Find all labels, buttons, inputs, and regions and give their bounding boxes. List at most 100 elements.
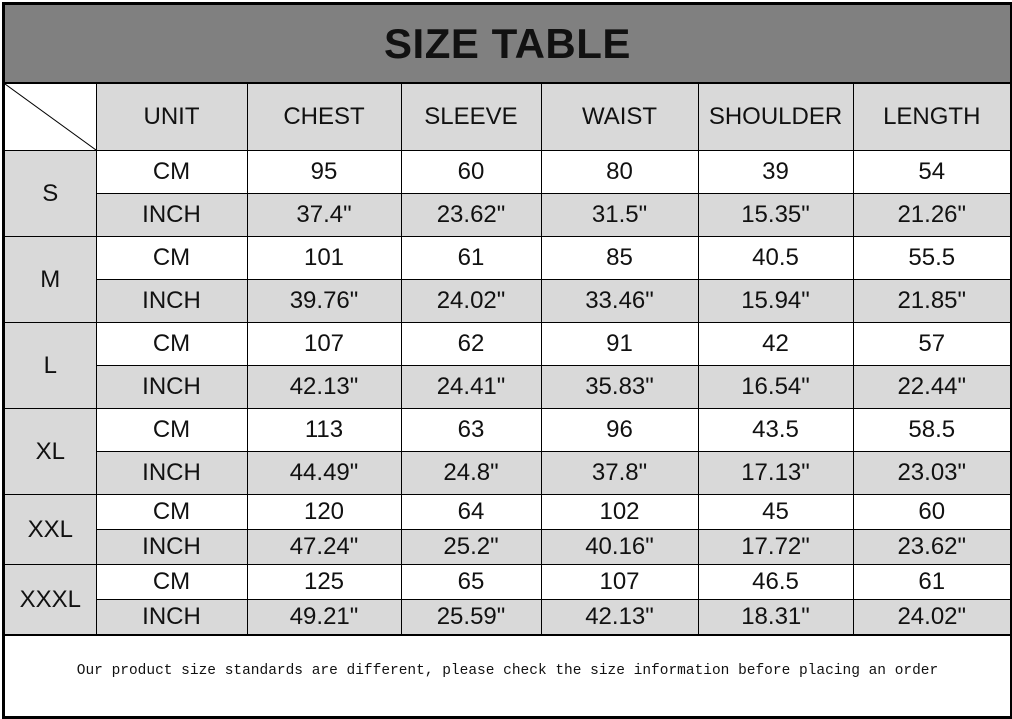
value-cell-chest: 44.49" [246,451,402,495]
unit-cell: INCH [96,529,248,565]
value-cell-length: 22.44" [852,365,1010,409]
table-row-m-inch: INCH 39.76" 24.02" 33.46" 15.94" 21.85" [5,279,1010,323]
column-header-shoulder: SHOULDER [697,84,854,151]
unit-cell: CM [95,150,248,194]
value-cell-chest: 113 [246,408,402,452]
unit-cell: CM [95,408,248,452]
table-row-s-cm: S CM 95 60 80 39 54 [5,150,1010,237]
column-header-sleeve: SLEEVE [400,84,542,151]
value-cell-length: 60 [852,494,1010,530]
size-label: XXL [5,494,97,565]
table-row-xl-inch: INCH 44.49" 24.8" 37.8" 17.13" 23.03" [5,451,1010,495]
size-label: M [5,236,97,323]
value-cell-waist: 96 [540,408,699,452]
value-cell-shoulder: 16.54" [697,365,854,409]
value-cell-waist: 40.16" [540,529,699,565]
unit-cell: CM [95,494,248,530]
table-row-xxl-inch: INCH 47.24" 25.2" 40.16" 17.72" 23.62" [5,529,1010,565]
table-row-xxxl-cm: XXXL CM 125 65 107 46.5 61 [5,564,1010,635]
value-cell-shoulder: 15.35" [697,193,854,237]
unit-cell: CM [95,322,248,366]
value-cell-sleeve: 25.2" [400,529,542,565]
value-cell-length: 23.03" [852,451,1010,495]
value-cell-waist: 35.83" [540,365,699,409]
unit-cell: INCH [96,599,248,635]
value-cell-sleeve: 64 [400,494,542,530]
value-cell-chest: 47.24" [246,529,402,565]
value-cell-shoulder: 18.31" [697,599,854,635]
value-cell-shoulder: 17.72" [697,529,854,565]
size-table: UNIT CHEST SLEEVE WAIST SHOULDER LENGTH S CM 95… [5,84,1010,635]
value-cell-waist: 85 [540,236,699,280]
table-row-l-cm: L CM 107 62 91 42 57 [5,322,1010,409]
value-cell-waist: 107 [540,564,699,600]
header-row: UNIT CHEST SLEEVE WAIST SHOULDER LENGTH [5,84,1010,151]
value-cell-length: 57 [852,322,1010,366]
value-cell-length: 24.02" [852,599,1010,635]
value-cell-chest: 95 [246,150,402,194]
value-cell-sleeve: 23.62" [400,193,542,237]
value-cell-length: 61 [852,564,1010,600]
value-cell-shoulder: 43.5 [697,408,854,452]
value-cell-length: 21.85" [852,279,1010,323]
value-cell-sleeve: 24.41" [400,365,542,409]
unit-cell: INCH [96,279,248,323]
value-cell-sleeve: 24.8" [400,451,542,495]
value-cell-sleeve: 65 [400,564,542,600]
value-cell-sleeve: 63 [400,408,542,452]
size-label: XL [5,408,97,495]
value-cell-chest: 42.13" [246,365,402,409]
unit-cell: CM [95,564,248,600]
table-row-xl-cm: XL CM 113 63 96 43.5 58.5 [5,408,1010,495]
value-cell-shoulder: 46.5 [697,564,854,600]
corner-cell [5,84,97,151]
value-cell-length: 23.62" [852,529,1010,565]
column-header-waist: WAIST [540,84,699,151]
value-cell-sleeve: 24.02" [400,279,542,323]
value-cell-chest: 125 [246,564,402,600]
unit-cell: CM [95,236,248,280]
unit-cell: INCH [96,365,248,409]
table-row-l-inch: INCH 42.13" 24.41" 35.83" 16.54" 22.44" [5,365,1010,409]
value-cell-length: 21.26" [852,193,1010,237]
column-header-chest: CHEST [246,84,402,151]
value-cell-waist: 33.46" [540,279,699,323]
value-cell-chest: 49.21" [246,599,402,635]
value-cell-shoulder: 42 [697,322,854,366]
value-cell-length: 55.5 [852,236,1010,280]
value-cell-waist: 42.13" [540,599,699,635]
column-header-length: LENGTH [852,84,1010,151]
value-cell-waist: 31.5" [540,193,699,237]
value-cell-sleeve: 25.59" [400,599,542,635]
size-label: S [5,150,97,237]
table-row-m-cm: M CM 101 61 85 40.5 55.5 [5,236,1010,323]
value-cell-chest: 101 [246,236,402,280]
value-cell-sleeve: 61 [400,236,542,280]
diagonal-line [5,84,96,150]
unit-cell: INCH [96,451,248,495]
footer-note: Our product size standards are different… [5,635,1010,706]
value-cell-waist: 91 [540,322,699,366]
value-cell-chest: 107 [246,322,402,366]
value-cell-sleeve: 62 [400,322,542,366]
value-cell-waist: 37.8" [540,451,699,495]
page-title: SIZE TABLE [5,5,1010,84]
column-header-unit: UNIT [95,84,248,151]
table-row-xxl-cm: XXL CM 120 64 102 45 60 [5,494,1010,565]
size-label: XXXL [5,564,97,635]
size-label: L [5,322,97,409]
value-cell-shoulder: 39 [697,150,854,194]
value-cell-shoulder: 40.5 [697,236,854,280]
value-cell-length: 54 [852,150,1010,194]
unit-cell: INCH [96,193,248,237]
value-cell-shoulder: 17.13" [697,451,854,495]
value-cell-waist: 80 [540,150,699,194]
value-cell-waist: 102 [540,494,699,530]
table-row-xxxl-inch: INCH 49.21" 25.59" 42.13" 18.31" 24.02" [5,599,1010,635]
value-cell-length: 58.5 [852,408,1010,452]
value-cell-shoulder: 45 [697,494,854,530]
value-cell-chest: 39.76" [246,279,402,323]
value-cell-shoulder: 15.94" [697,279,854,323]
table-row-s-inch: INCH 37.4" 23.62" 31.5" 15.35" 21.26" [5,193,1010,237]
